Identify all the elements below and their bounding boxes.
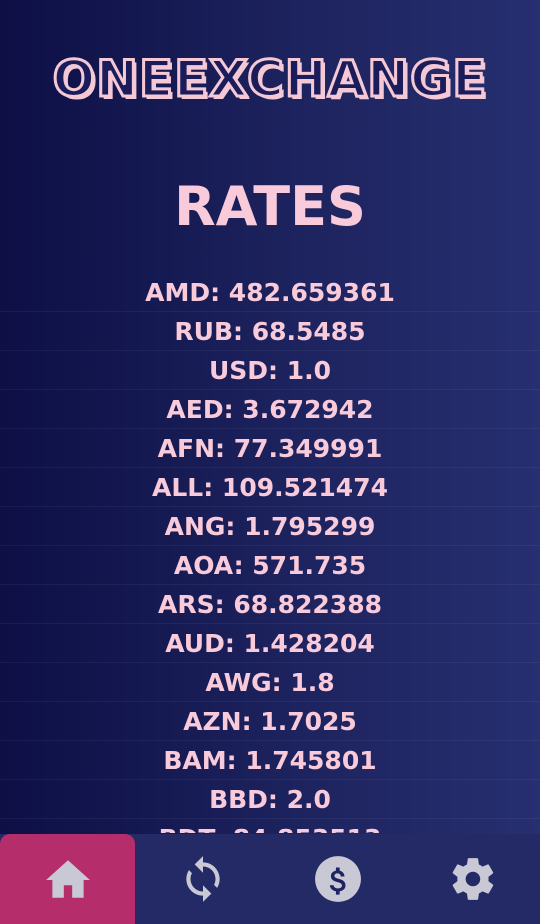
rates-title: RATES xyxy=(174,175,366,238)
gear-icon xyxy=(452,858,493,900)
rate-row-bdt: BDT: 84.853513 xyxy=(0,819,540,833)
nav-exchange-button[interactable] xyxy=(135,834,270,924)
nav-settings-button[interactable] xyxy=(405,834,540,924)
rate-row-bbd: BBD: 2.0 xyxy=(0,780,540,819)
dollar-icon xyxy=(314,856,361,902)
refresh-icon xyxy=(185,856,220,902)
app-title: ONEEXCHANGE xyxy=(51,49,488,110)
rate-row-all: ALL: 109.521474 xyxy=(0,468,540,507)
rate-row-ars: ARS: 68.822388 xyxy=(0,585,540,624)
rate-row-afn: AFN: 77.349991 xyxy=(0,429,540,468)
rate-row-awg: AWG: 1.8 xyxy=(0,663,540,702)
rate-row-ang: ANG: 1.795299 xyxy=(0,507,540,546)
rate-row-aoa: AOA: 571.735 xyxy=(0,546,540,585)
nav-home-button[interactable] xyxy=(0,834,135,924)
home-icon xyxy=(45,860,90,898)
rate-row-aed: AED: 3.672942 xyxy=(0,390,540,429)
rates-list[interactable]: AMD: 482.659361 RUB: 68.5485 USD: 1.0 AE… xyxy=(0,273,540,833)
rate-row-usd: USD: 1.0 xyxy=(0,351,540,390)
rate-row-aud: AUD: 1.428204 xyxy=(0,624,540,663)
rate-row-bam: BAM: 1.745801 xyxy=(0,741,540,780)
nav-rates-button[interactable] xyxy=(270,834,405,924)
rate-row-azn: AZN: 1.7025 xyxy=(0,702,540,741)
rate-row-rub: RUB: 68.5485 xyxy=(0,312,540,351)
rate-row-amd: AMD: 482.659361 xyxy=(0,273,540,312)
bottom-nav xyxy=(0,834,540,924)
